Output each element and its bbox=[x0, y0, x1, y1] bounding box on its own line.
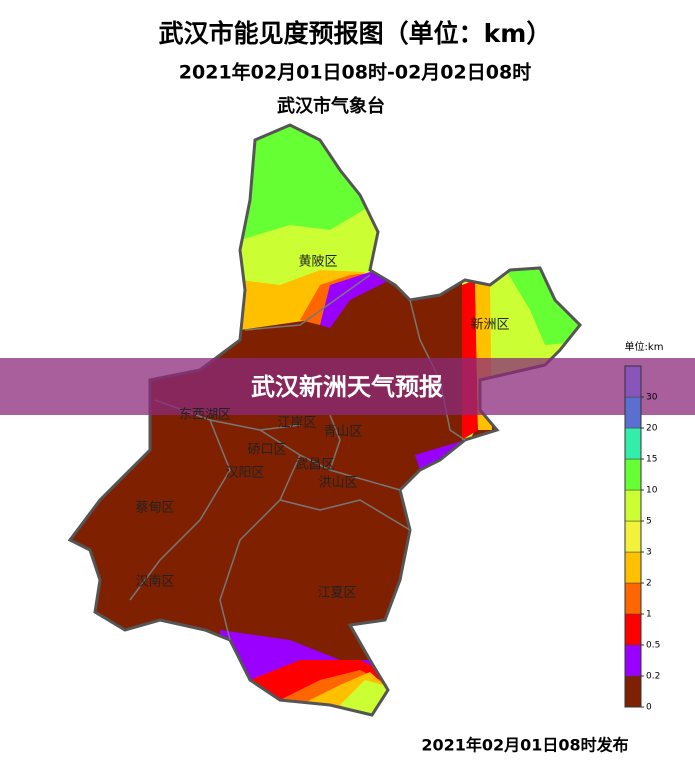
legend-band bbox=[624, 520, 642, 553]
district-label: 东西湖区 bbox=[179, 408, 231, 423]
banner: 武汉新洲天气预报 bbox=[0, 358, 695, 415]
legend-tick-label: 30 bbox=[646, 393, 658, 403]
legend-band bbox=[624, 675, 642, 708]
legend-tick-label: 5 bbox=[646, 517, 652, 527]
legend-band bbox=[624, 458, 642, 491]
legend-tick-label: 20 bbox=[646, 424, 658, 434]
legend-frame bbox=[624, 365, 642, 708]
district-label: 黄陂区 bbox=[298, 254, 337, 270]
legend-band bbox=[624, 613, 642, 646]
district-label: 新洲区 bbox=[470, 317, 509, 333]
legend-tick-label: 10 bbox=[646, 486, 658, 496]
banner-bg bbox=[0, 358, 695, 415]
district-label: 硚口区 bbox=[247, 443, 286, 458]
legend-band bbox=[624, 644, 642, 677]
district-label: 江夏区 bbox=[317, 586, 356, 601]
legend-tick-label: 15 bbox=[646, 455, 657, 465]
legend-tick-label: 0.2 bbox=[646, 672, 660, 682]
district-label: 江岸区 bbox=[277, 416, 316, 431]
district-borders bbox=[129, 274, 466, 641]
district-label: 青山区 bbox=[323, 425, 362, 440]
district-label: 蔡甸区 bbox=[135, 501, 174, 516]
district-label: 洪山区 bbox=[318, 476, 357, 491]
district-label: 汉南区 bbox=[135, 574, 174, 590]
legend-tick-label: 1 bbox=[646, 610, 652, 620]
legend-tick-label: 0 bbox=[646, 703, 652, 713]
legend-band bbox=[624, 365, 642, 398]
legend-tick-label: 2 bbox=[646, 579, 652, 589]
legend-band bbox=[624, 582, 642, 615]
legend-tick-label: 3 bbox=[646, 548, 652, 558]
footer: 2021年02月01日08时发布 bbox=[421, 736, 628, 755]
legend-title: 单位:km bbox=[625, 340, 664, 353]
legend-band bbox=[624, 427, 642, 460]
district-label: 汉阳区 bbox=[225, 466, 264, 481]
legend-band bbox=[624, 396, 642, 429]
district-label: 武昌区 bbox=[295, 458, 334, 473]
subtitle: 2021年02月01日08时-02月02日08时 bbox=[179, 61, 531, 84]
legend-tick-label: 0.5 bbox=[646, 641, 660, 651]
legend: 0 0.2 0.5 1 2 3 5 10 15 20 30 bbox=[624, 365, 660, 713]
legend-band bbox=[624, 489, 642, 522]
issuer: 武汉市气象台 bbox=[277, 95, 385, 117]
legend-band bbox=[624, 551, 642, 584]
banner-text: 武汉新洲天气预报 bbox=[251, 373, 443, 401]
city-outline bbox=[67, 123, 583, 717]
title: 武汉市能见度预报图（单位：km） bbox=[159, 19, 552, 48]
